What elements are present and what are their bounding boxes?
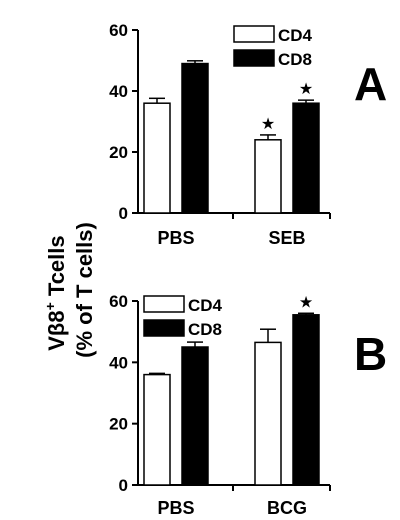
- bar-cd8-seb: [292, 102, 320, 214]
- panel-letter: B: [354, 328, 387, 380]
- legend-label: CD4: [278, 26, 313, 45]
- y-axis-label-superscript: +: [42, 302, 58, 310]
- y-tick-label: 20: [109, 415, 128, 434]
- y-axis-label-line2: (% of T cells): [72, 222, 97, 358]
- legend-label: CD4: [188, 296, 223, 315]
- bar-cd4-pbs: [143, 373, 171, 486]
- bar-cd8-bcg: [292, 314, 320, 486]
- y-tick-label: 20: [109, 143, 128, 162]
- x-category-label: SEB: [268, 228, 305, 248]
- bar-cd4-bcg: [254, 341, 282, 486]
- significance-star-icon: ★: [261, 114, 275, 133]
- y-axis-label-line1-rest: Tcells: [44, 235, 69, 302]
- y-tick-label: 40: [109, 353, 128, 372]
- legend-swatch-cd8: [233, 49, 275, 67]
- significance-star-icon: ★: [299, 79, 313, 98]
- legend-swatch-cd4: [143, 295, 185, 313]
- x-category-label: BCG: [267, 498, 307, 518]
- y-tick-label: 0: [119, 476, 128, 495]
- y-tick-label: 40: [109, 82, 128, 101]
- legend-label: CD8: [278, 50, 312, 69]
- bar-cd4-pbs: [143, 102, 171, 214]
- legend-label: CD8: [188, 320, 222, 339]
- y-tick-label: 60: [109, 21, 128, 40]
- y-tick-label: 0: [119, 204, 128, 223]
- bar-cd8-pbs: [181, 62, 209, 214]
- y-tick-label: 60: [109, 292, 128, 311]
- panel-b: 0 20 40 60 PBS ★ BCG CD4 CD8 B: [109, 292, 387, 518]
- legend-swatch-cd4: [233, 25, 275, 43]
- bar-cd4-seb: [254, 139, 282, 214]
- panel-a: 0 20 40 60 PBS ★ ★ SEB CD4 CD8 A: [109, 21, 387, 248]
- y-axis-label: Vβ8+ Tcells (% of T cells): [42, 222, 97, 358]
- panel-letter: A: [354, 58, 387, 110]
- x-category-label: PBS: [157, 228, 194, 248]
- legend-swatch-cd8: [143, 319, 185, 337]
- x-category-label: PBS: [157, 498, 194, 518]
- y-axis-label-line1: Vβ8: [44, 310, 69, 350]
- bar-cd8-pbs: [181, 346, 209, 486]
- significance-star-icon: ★: [299, 292, 313, 311]
